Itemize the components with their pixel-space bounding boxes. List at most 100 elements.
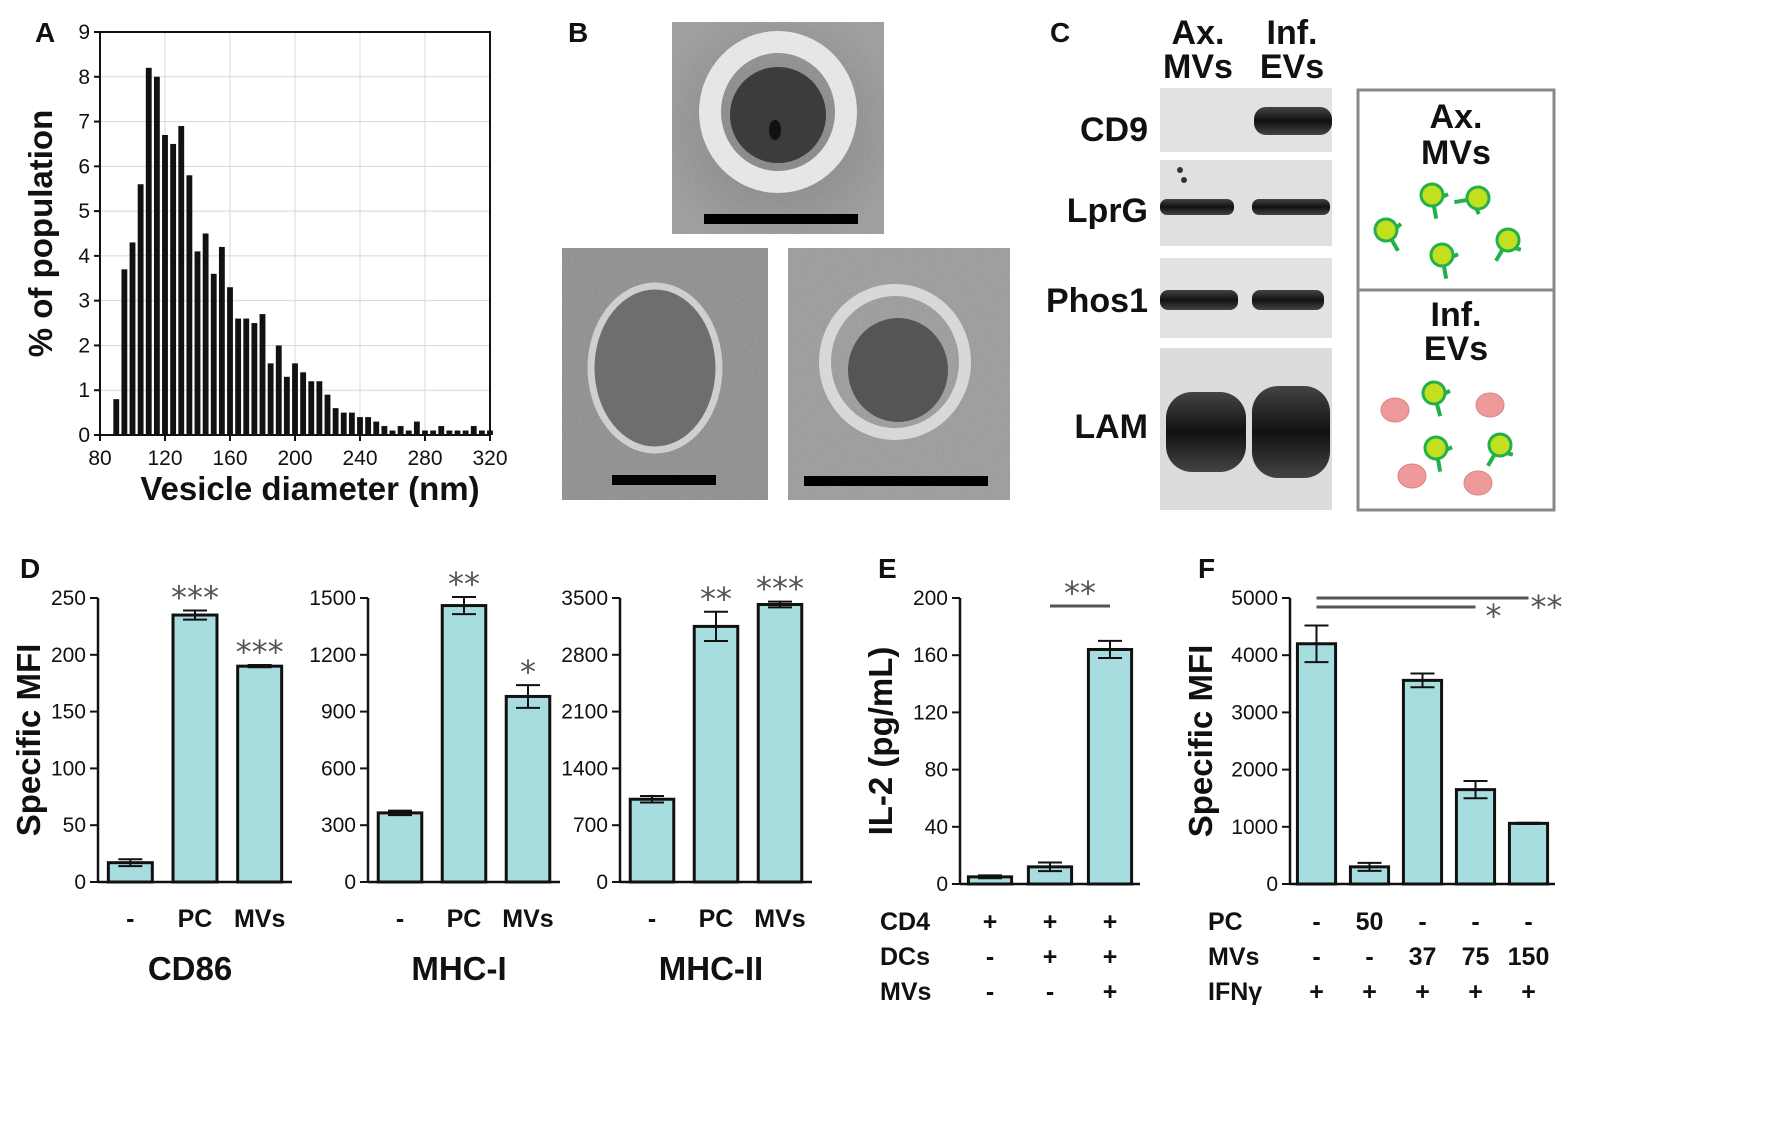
histogram-bar (478, 430, 485, 435)
y-tick-label: 0 (936, 873, 948, 896)
histogram-bar (218, 246, 225, 435)
histogram-bar (202, 233, 209, 435)
y-tick-label: 0 (344, 871, 356, 894)
condition-mark: + (1043, 908, 1058, 936)
bar (440, 604, 488, 884)
histogram-bar (413, 421, 420, 435)
histogram-bar (462, 430, 469, 435)
bar (171, 613, 219, 884)
x-tick-label: 160 (212, 447, 247, 470)
y-tick-label: 4 (78, 245, 90, 268)
condition-mark: 150 (1508, 943, 1550, 971)
vesicle-schematic: Ax. MVs Inf. EVs (1356, 88, 1556, 512)
y-tick-label: 900 (321, 701, 356, 724)
panel-label-c: C (1050, 17, 1070, 48)
bar (1454, 788, 1497, 886)
condition-name: PC (1208, 908, 1243, 936)
bar (236, 664, 284, 884)
condition-mark: - (986, 978, 994, 1006)
condition-mark: 37 (1409, 943, 1437, 971)
condition-name: MVs (1208, 943, 1259, 971)
histogram-bar (227, 287, 233, 435)
y-tick-label: 7 (78, 111, 90, 134)
vesicle-body (1373, 217, 1399, 243)
bar (692, 624, 740, 884)
x-tick-label: PC (699, 905, 734, 933)
panel-label-b: B (568, 17, 588, 48)
vesicle-body (1465, 185, 1491, 211)
mv-vesicle (1373, 217, 1403, 252)
y-tick-label: 0 (78, 424, 90, 447)
y-axis-label: Specific MFI (1182, 645, 1219, 838)
band (1252, 290, 1324, 310)
histogram-bar (397, 426, 404, 435)
histogram-bar (259, 314, 266, 435)
histogram-bar (186, 175, 193, 436)
bar (1401, 678, 1444, 886)
y-tick-label: 1 (78, 379, 90, 402)
x-tick-label: 240 (342, 447, 377, 470)
histogram-bar (470, 426, 477, 435)
y-tick-label: 3500 (561, 587, 608, 610)
bar-chart-il2: 0 40 80 120 160 200 IL-2 (pg/mL) CD4 + + + DCs - + + MV… (862, 574, 1140, 1006)
histogram-bar (430, 430, 437, 435)
vesicle-body (1423, 435, 1449, 461)
vesicle-body (1429, 242, 1455, 268)
y-tick-label: 600 (321, 757, 356, 780)
y-tick-label: 1500 (309, 587, 356, 610)
band (1252, 386, 1330, 478)
schematic-top-label: Ax. MVs (1421, 98, 1491, 172)
x-axis-label: CD86 (148, 950, 232, 987)
host-vesicle (1397, 463, 1427, 489)
host-vesicle (1380, 397, 1410, 423)
condition-mark: - (1312, 943, 1320, 971)
bar (1295, 642, 1338, 886)
y-tick-label: 200 (913, 587, 948, 610)
significance-label: ** (700, 580, 732, 618)
band (1254, 107, 1332, 135)
histogram-bar (137, 184, 144, 435)
scale-bar (804, 476, 988, 486)
em-image-bottom-left (562, 248, 768, 500)
y-tick-label: 700 (573, 814, 608, 837)
significance-label: ** (1531, 588, 1563, 626)
mv-vesicle (1454, 185, 1491, 215)
panel-label-d: D (20, 553, 40, 584)
histogram-bar (178, 126, 185, 436)
x-tick-label: - (648, 905, 656, 933)
bar (1086, 647, 1134, 886)
vesicle-body (1419, 182, 1445, 208)
em-image-top (672, 22, 884, 234)
x-tick-label: - (396, 905, 404, 933)
histogram-bar (267, 363, 274, 435)
y-tick-label: 150 (51, 701, 86, 724)
significance-label: *** (171, 578, 219, 616)
host-vesicle (1475, 392, 1505, 418)
histogram-bar (373, 421, 380, 435)
y-tick-label: 300 (321, 814, 356, 837)
histogram-bar (332, 408, 339, 435)
condition-mark: - (1046, 978, 1054, 1006)
y-tick-label: 250 (51, 587, 86, 610)
condition-name: MVs (880, 978, 931, 1006)
condition-name: DCs (880, 943, 930, 971)
x-tick-label: 80 (88, 447, 111, 470)
histogram-bar (348, 412, 355, 435)
histogram-bar (316, 381, 323, 435)
histogram-bar (121, 269, 128, 435)
y-tick-label: 3 (78, 290, 90, 313)
x-tick-label: MVs (234, 905, 285, 933)
y-axis-label: Specific MFI (10, 644, 47, 837)
histogram-bar (308, 381, 315, 435)
condition-mark: + (1415, 978, 1430, 1006)
condition-mark: - (1524, 908, 1532, 936)
y-tick-label: 1400 (561, 757, 608, 780)
histogram-bar (422, 430, 428, 435)
histogram-bar (405, 430, 412, 435)
histogram-bar (454, 430, 461, 435)
condition-mark: + (983, 908, 998, 936)
bar (628, 797, 676, 884)
x-tick-label: 200 (277, 447, 312, 470)
x-axis-label: Vesicle diameter (nm) (140, 470, 479, 507)
